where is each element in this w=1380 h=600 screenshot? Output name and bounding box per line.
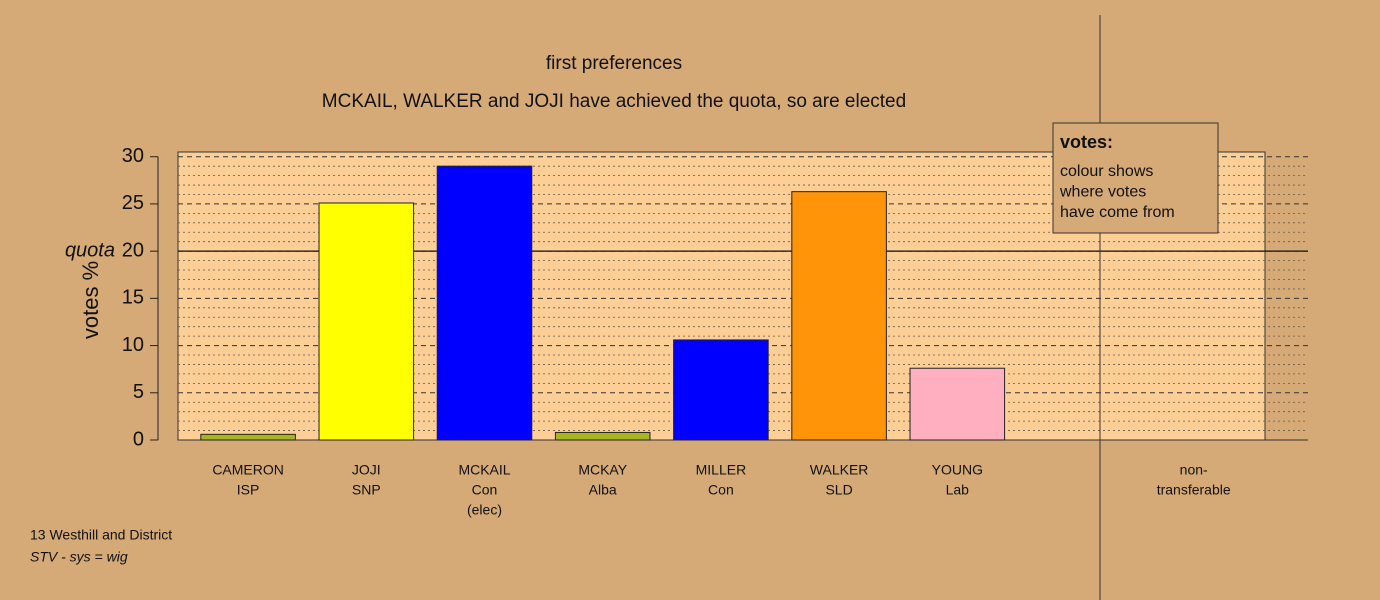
- chart-title: first preferences: [546, 53, 682, 74]
- y-tick-label: 25: [122, 192, 144, 214]
- x-tick-label: (elec): [467, 502, 502, 518]
- bar: [200, 433, 296, 441]
- bar: [791, 191, 887, 441]
- x-tick-label: JOJI: [352, 462, 381, 478]
- y-tick-label: 5: [133, 381, 144, 403]
- footnote: STV - sys = wig: [30, 549, 128, 565]
- y-tick-label: 20: [122, 239, 144, 261]
- x-tick-label: Alba: [589, 482, 617, 498]
- bar: [909, 367, 1006, 441]
- legend-text: where votes: [1059, 184, 1146, 201]
- chart-subtitle: MCKAIL, WALKER and JOJI have achieved th…: [322, 91, 906, 112]
- footnote: 13 Westhill and District: [30, 527, 172, 543]
- x-tick-label: Con: [472, 482, 498, 498]
- y-tick-label: 10: [122, 334, 144, 356]
- y-tick-label: 30: [122, 145, 144, 167]
- x-tick-label: MCKAIL: [458, 462, 510, 478]
- x-tick-label: SNP: [352, 482, 381, 498]
- y-tick-label: 15: [122, 287, 144, 309]
- x-tick-label: WALKER: [810, 462, 869, 478]
- y-axis-label: votes %: [78, 261, 103, 339]
- y-tick-label: 0: [133, 428, 144, 450]
- bar: [554, 431, 651, 441]
- x-tick-label: Con: [708, 482, 734, 498]
- legend-text: have come from: [1060, 204, 1175, 221]
- legend-box: [1052, 122, 1219, 234]
- x-tick-label: YOUNG: [932, 462, 983, 478]
- bar: [673, 339, 769, 441]
- bar: [318, 202, 415, 441]
- x-tick-label: ISP: [237, 482, 260, 498]
- x-tick-label: transferable: [1157, 482, 1231, 498]
- x-tick-label: MCKAY: [578, 462, 627, 478]
- x-tick-label: non-: [1180, 462, 1208, 478]
- x-tick-label: Lab: [946, 482, 970, 498]
- x-tick-label: CAMERON: [212, 462, 284, 478]
- legend-title: votes:: [1060, 132, 1113, 152]
- x-tick-label: MILLER: [696, 462, 747, 478]
- legend-text: colour shows: [1060, 163, 1153, 180]
- quota-label: quota: [65, 239, 115, 261]
- bar: [436, 165, 533, 441]
- x-tick-label: SLD: [825, 482, 852, 498]
